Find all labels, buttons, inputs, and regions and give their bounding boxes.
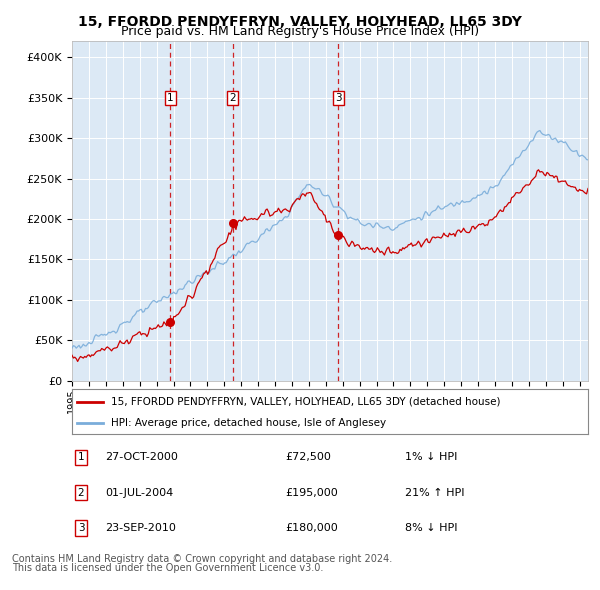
- Text: 21% ↑ HPI: 21% ↑ HPI: [405, 488, 464, 497]
- Text: 1: 1: [167, 93, 174, 103]
- Text: 1: 1: [77, 453, 85, 462]
- Text: 23-SEP-2010: 23-SEP-2010: [105, 523, 176, 533]
- Text: Contains HM Land Registry data © Crown copyright and database right 2024.: Contains HM Land Registry data © Crown c…: [12, 554, 392, 564]
- Text: 15, FFORDD PENDYFFRYN, VALLEY, HOLYHEAD, LL65 3DY (detached house): 15, FFORDD PENDYFFRYN, VALLEY, HOLYHEAD,…: [110, 397, 500, 407]
- Text: 2: 2: [229, 93, 236, 103]
- Text: 3: 3: [335, 93, 341, 103]
- Text: 27-OCT-2000: 27-OCT-2000: [105, 453, 178, 462]
- Text: 8% ↓ HPI: 8% ↓ HPI: [405, 523, 458, 533]
- Text: 01-JUL-2004: 01-JUL-2004: [105, 488, 173, 497]
- Text: 1% ↓ HPI: 1% ↓ HPI: [405, 453, 457, 462]
- Text: £180,000: £180,000: [285, 523, 338, 533]
- Text: Price paid vs. HM Land Registry's House Price Index (HPI): Price paid vs. HM Land Registry's House …: [121, 25, 479, 38]
- Text: 15, FFORDD PENDYFFRYN, VALLEY, HOLYHEAD, LL65 3DY: 15, FFORDD PENDYFFRYN, VALLEY, HOLYHEAD,…: [78, 15, 522, 29]
- Text: £72,500: £72,500: [285, 453, 331, 462]
- Text: 2: 2: [77, 488, 85, 497]
- Text: £195,000: £195,000: [285, 488, 338, 497]
- Text: 3: 3: [77, 523, 85, 533]
- Text: HPI: Average price, detached house, Isle of Anglesey: HPI: Average price, detached house, Isle…: [110, 418, 386, 428]
- Text: This data is licensed under the Open Government Licence v3.0.: This data is licensed under the Open Gov…: [12, 563, 323, 573]
